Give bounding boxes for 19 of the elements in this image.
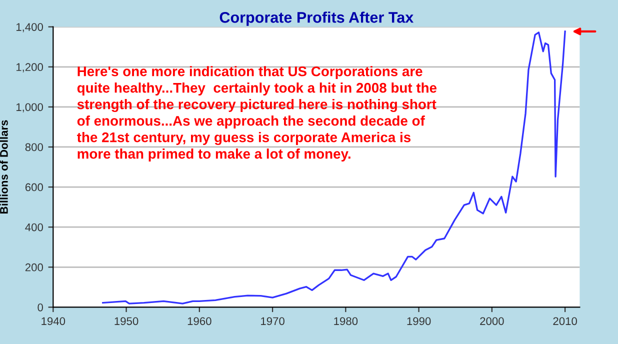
x-tick-label: 1950: [114, 317, 138, 326]
y-tick-label: 800: [25, 143, 43, 152]
x-tick-label: 1960: [188, 317, 212, 326]
x-tick-label: 1980: [334, 317, 358, 326]
y-tick-label: 400: [25, 223, 43, 232]
y-tick-label: 1,200: [16, 63, 43, 72]
x-tick-label: 2010: [553, 317, 577, 326]
y-tick-label: 1,400: [16, 23, 43, 32]
y-tick-label: 200: [25, 263, 43, 272]
y-tick-label: 0: [38, 303, 43, 312]
x-tick-label: 1990: [407, 317, 431, 326]
x-tick-label: 1970: [261, 317, 284, 326]
annotation: Here's one more indication that US Corporations are quite healthy...They certainly took a hit in 2008 but the strength of the recovery pictured here is nothing short of enormous...As we approach the second decade of the 21st century, my guess is corporate America is more than primed to make a lot of money.: [77, 66, 437, 162]
y-tick-label: 600: [25, 183, 43, 192]
x-tick-label: 2000: [480, 317, 504, 326]
y-axis-title: Billions of Dollars: [0, 120, 8, 214]
x-tick-label: 1940: [42, 317, 66, 326]
chart-title: Corporate Profits After Tax: [220, 12, 414, 26]
y-tick-label: 1,000: [16, 103, 43, 112]
